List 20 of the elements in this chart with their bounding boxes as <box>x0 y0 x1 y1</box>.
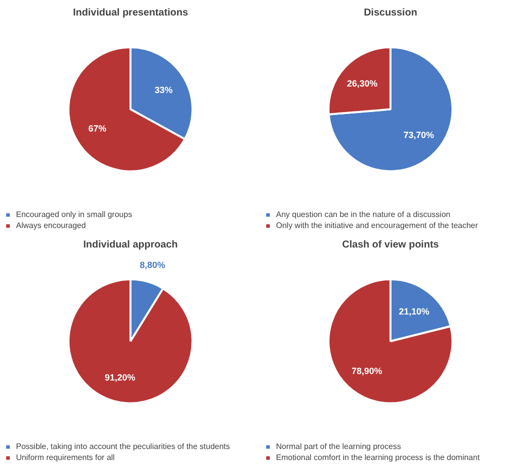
chart-title: Discussion <box>364 8 418 18</box>
data-label: 73,70% <box>404 130 434 140</box>
data-label: 67% <box>88 124 106 134</box>
legend-label: Encouraged only in small groups <box>16 210 132 219</box>
legend-label: Emotional comfort in the learning process is the dominant <box>276 453 480 462</box>
data-label: 78,90% <box>352 366 382 376</box>
chart-title: Clash of view points <box>342 240 440 250</box>
data-label: 26,30% <box>346 78 378 89</box>
chart-title: Individual approach <box>83 240 178 250</box>
chart-title: Individual presentations <box>72 8 188 18</box>
legend-label: Always encouraged <box>16 221 86 230</box>
legend-label: Only with the initiative and encouragement of the teacher <box>276 221 478 230</box>
data-label: 21,10% <box>398 306 430 316</box>
data-label: 91,20% <box>104 372 136 383</box>
legend-label: Uniform requirements for all <box>16 453 115 462</box>
legend-label: Possible, taking into account the peculiarities of the students <box>16 442 230 451</box>
data-label: 8,80% <box>140 260 166 270</box>
legend-label: Any question can be in the nature of a discussion <box>276 210 450 219</box>
legend-label: Normal part of the learning process <box>276 442 401 451</box>
data-label: 33% <box>154 84 173 95</box>
